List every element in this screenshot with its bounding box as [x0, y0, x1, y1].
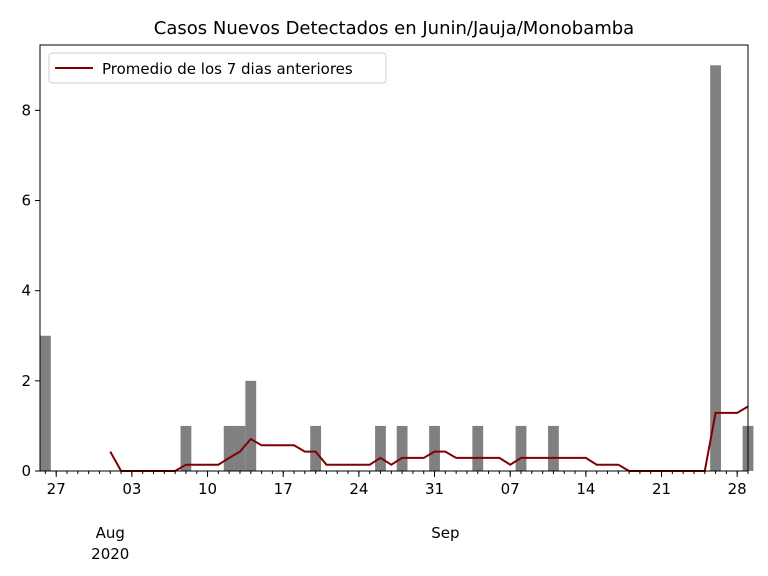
x-month-label: Sep: [431, 524, 459, 542]
x-tick-label: 07: [501, 480, 520, 498]
x-axis: 27 03 10 17 24 31 07 14 21 28 Aug 2020 Sep: [44, 471, 749, 563]
y-tick-label-4: 4: [21, 282, 31, 300]
bar-2020-09-08: [515, 425, 527, 471]
bar-2020-08-14: [245, 380, 257, 471]
y-tick-label-6: 6: [21, 192, 31, 210]
bar-2020-08-12: [223, 425, 235, 471]
y-tick-label-8: 8: [21, 101, 31, 119]
chart-title: Casos Nuevos Detectados en Junin/Jauja/M…: [154, 18, 634, 39]
x-tick-label: 24: [349, 480, 368, 498]
x-tick-label: 10: [198, 480, 217, 498]
x-tick-label: 14: [576, 480, 595, 498]
y-tick-label-2: 2: [21, 372, 31, 390]
x-tick-label: 17: [274, 480, 293, 498]
bar-2020-08-20: [310, 425, 322, 471]
x-month-label: Aug: [96, 524, 125, 542]
bar-2020-09-11: [548, 425, 559, 471]
x-tick-label: 31: [425, 480, 444, 498]
bar-2020-09-26: [710, 65, 721, 471]
bars-group: [40, 65, 754, 471]
bar-2020-07-26: [40, 335, 51, 471]
bar-2020-08-13: [234, 425, 246, 471]
bar-2020-08-08: [180, 425, 192, 471]
legend-label: Promedio de los 7 dias anteriores: [102, 60, 353, 78]
x-tick-label: 21: [652, 480, 671, 498]
bar-2020-08-31: [429, 425, 440, 471]
bar-2020-08-28: [396, 425, 408, 471]
x-year-label: 2020: [91, 545, 129, 563]
y-tick-label-0: 0: [21, 462, 31, 480]
x-tick-label: 28: [728, 480, 747, 498]
y-axis: 0 2 4 6 8: [21, 101, 40, 480]
legend-box: [48, 52, 387, 84]
bar-2020-09-04: [472, 425, 484, 471]
bar-2020-08-26: [375, 425, 386, 471]
x-tick-label: 27: [47, 480, 66, 498]
plot-frame: [39, 44, 749, 472]
legend: Promedio de los 7 dias anteriores: [48, 52, 387, 84]
x-tick-label: 03: [122, 480, 141, 498]
